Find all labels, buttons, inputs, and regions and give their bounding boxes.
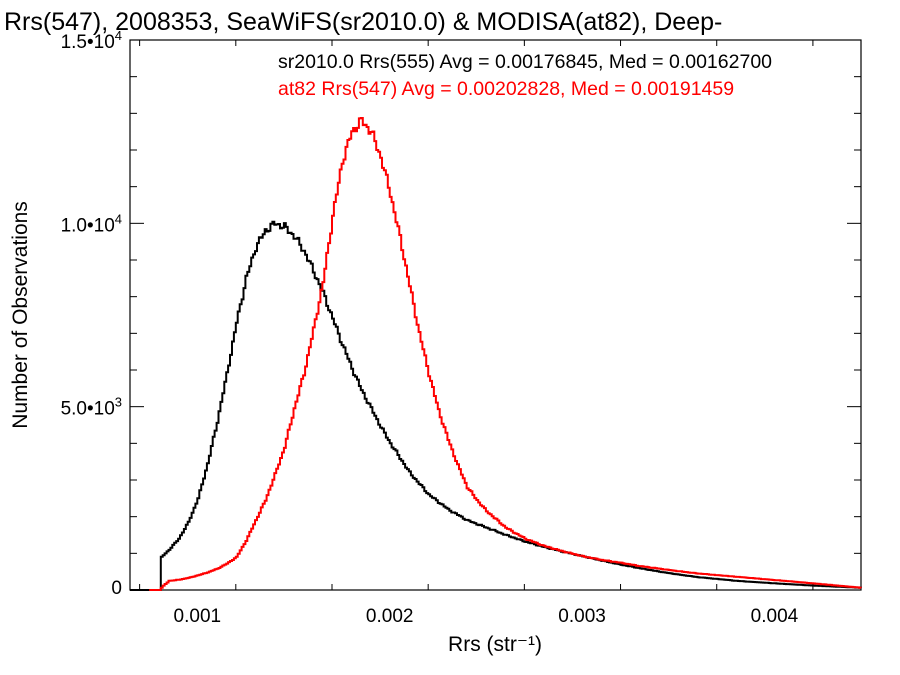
y-tick-label: 5.0•103 [61,395,122,420]
series-line-at82 [149,117,862,591]
legend-entry-at82: at82 Rrs(547) Avg = 0.00202828, Med = 0.… [278,78,734,100]
data-series [130,117,862,591]
x-axis-label: Rrs (str⁻¹) [448,633,542,656]
series-line-sr2010 [130,220,862,591]
chart-title: Rrs(547), 2008353, SeaWiFS(sr2010.0) & M… [4,8,722,36]
y-tick-label: 1.5•104 [61,28,122,53]
y-tick-label: 1.0•104 [61,211,122,236]
plot-frame [129,39,862,591]
x-axis-ticks: 0.001 0.002 0.003 0.004 [139,40,814,627]
x-tick-label: 0.003 [558,606,606,627]
y-axis-ticks: 0 5.0•103 1.0•104 1.5•104 [61,28,861,599]
legend-entry-sr2010: sr2010.0 Rrs(555) Avg = 0.00176845, Med … [278,51,772,73]
y-tick-label: 0 [111,578,122,599]
x-tick-label: 0.002 [366,606,414,627]
x-tick-label: 0.004 [751,606,799,627]
y-axis-label: Number of Observations [9,201,32,429]
x-tick-label: 0.001 [174,606,222,627]
